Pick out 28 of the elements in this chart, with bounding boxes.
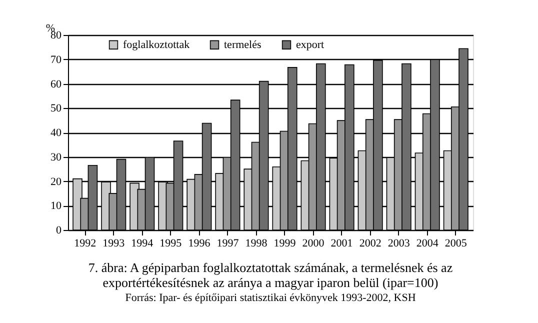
y-tick-label: 20 [50, 176, 62, 188]
legend-label: termelés [224, 38, 262, 51]
x-tick-label: 1998 [245, 238, 268, 250]
y-tick-label: 70 [50, 54, 62, 66]
x-tick-label: 1993 [102, 238, 126, 250]
x-tick-label: 2004 [416, 238, 439, 250]
x-tick-label: 1995 [160, 238, 182, 250]
x-tick-label: 2002 [359, 238, 382, 250]
x-tick-label: 2001 [330, 238, 353, 250]
y-tick-label: 30 [50, 151, 62, 164]
legend-label: foglalkoztottak [123, 38, 190, 51]
y-tick-label: 0 [56, 224, 62, 236]
y-tick-label: 10 [50, 200, 62, 212]
x-tick-label: 2000 [302, 238, 325, 250]
y-tick-label: 80 [50, 30, 62, 42]
x-tick-label: 2003 [388, 238, 410, 250]
text: Forrás: Ipar- és építőipari statisztikai évkönyvek 1993-2002, KSH [125, 292, 416, 304]
x-tick-label: 1997 [216, 238, 240, 250]
x-tick-label: 1999 [274, 238, 296, 250]
y-tick-label: 60 [50, 78, 62, 90]
y-tick-label: 50 [50, 102, 62, 115]
x-tick-label: 1994 [131, 238, 154, 250]
y-tick-label: 40 [50, 127, 62, 139]
legend-label: export [296, 38, 324, 51]
text: 7. ábra: A gépiparban foglalkoztatottak számának, a termelésnek és az exportértékesítésnek az aránya a magyar iparon belül (ipar=100) [88, 260, 453, 290]
x-tick-label: 1992 [74, 238, 96, 250]
x-tick-label: 2005 [444, 238, 468, 250]
x-tick-label: 1996 [188, 238, 211, 250]
